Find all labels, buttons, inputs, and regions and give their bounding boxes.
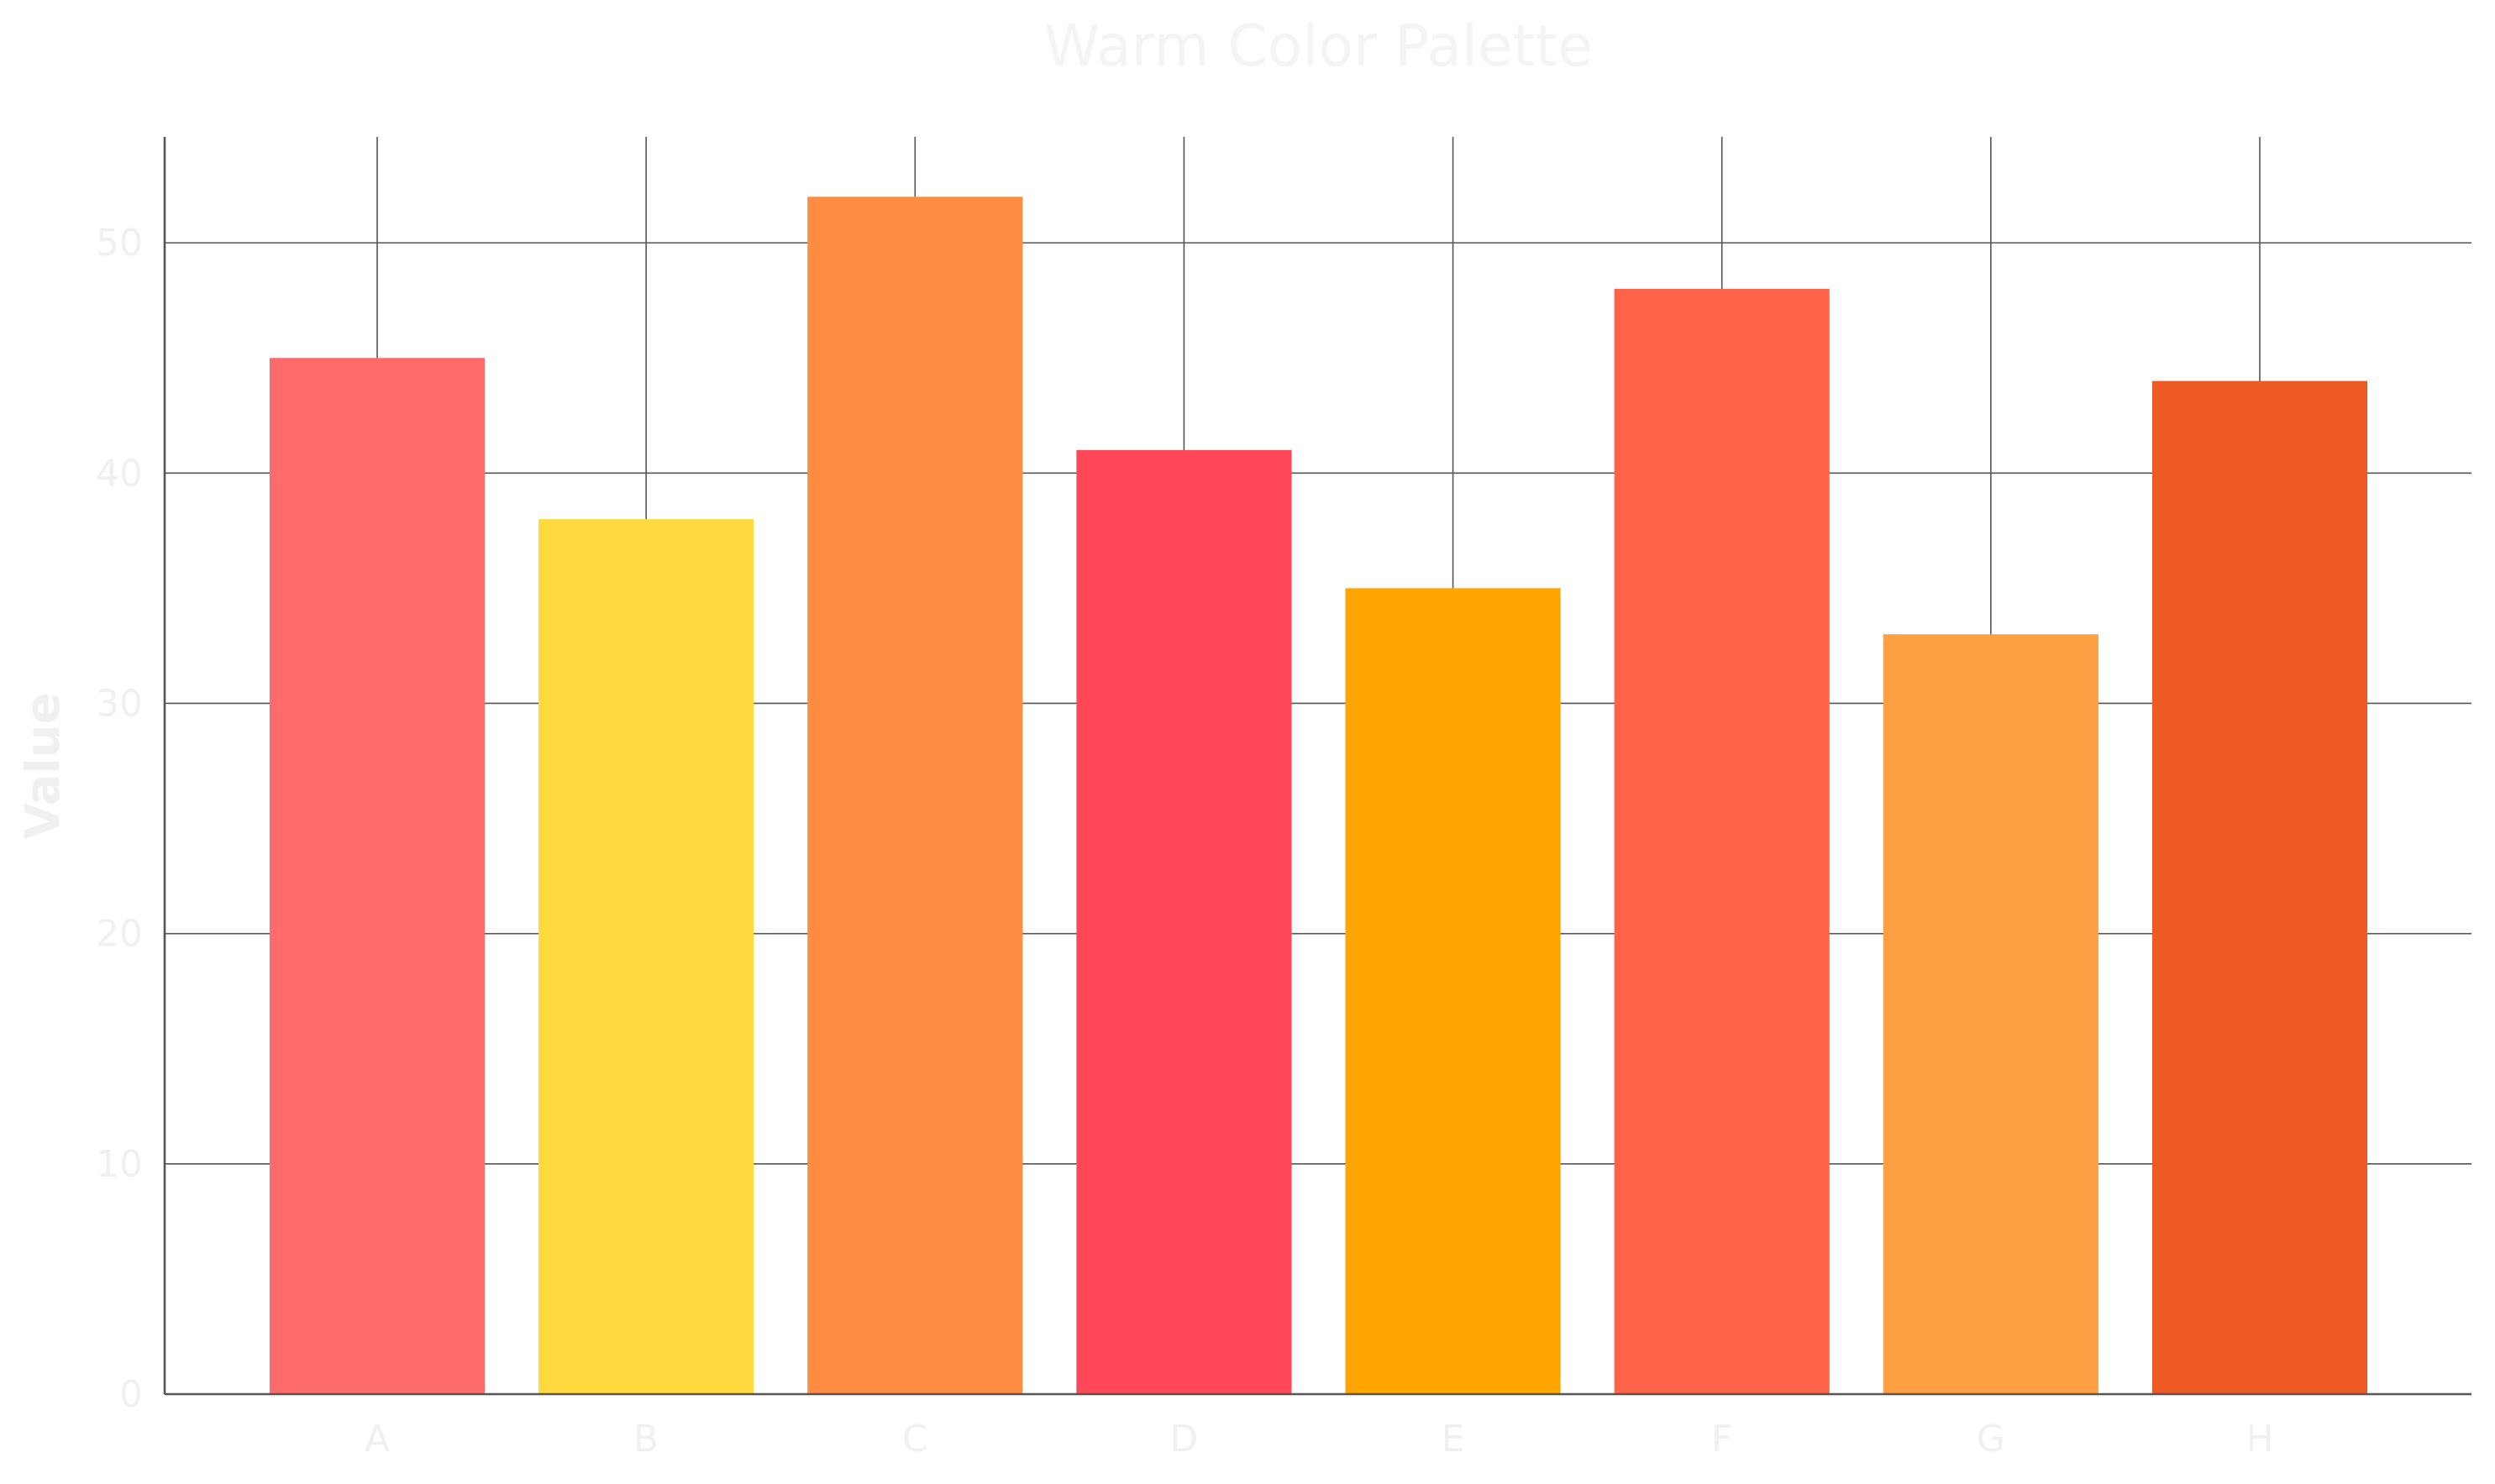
bar-d bbox=[1076, 449, 1292, 1394]
x-tick-label: A bbox=[365, 1418, 390, 1460]
y-tick-label: 40 bbox=[96, 452, 143, 495]
bar-a bbox=[269, 358, 486, 1395]
x-tick-label: F bbox=[1711, 1418, 1732, 1460]
bar-h bbox=[2151, 380, 2368, 1395]
x-tick-label: G bbox=[1977, 1418, 2005, 1460]
bar-b bbox=[538, 519, 754, 1395]
chart-title: Warm Color Palette bbox=[1043, 13, 1593, 80]
grid-lines bbox=[165, 137, 2471, 1394]
bar-f bbox=[1614, 288, 1830, 1394]
y-tick-label: 50 bbox=[96, 222, 143, 265]
x-tick-label: E bbox=[1442, 1418, 1465, 1460]
bars bbox=[269, 197, 2368, 1395]
y-tick-labels: 0 10 20 30 40 50 bbox=[96, 222, 143, 1416]
bar-c bbox=[807, 197, 1023, 1394]
x-tick-labels: A B C D E F G H bbox=[365, 1418, 2274, 1460]
bar-e bbox=[1345, 588, 1561, 1394]
y-axis-title: Value bbox=[16, 692, 71, 839]
axes bbox=[163, 137, 2471, 1396]
x-tick-label: B bbox=[633, 1418, 659, 1460]
x-tick-label: C bbox=[902, 1418, 928, 1460]
x-tick-label: H bbox=[2246, 1418, 2273, 1460]
y-tick-label: 10 bbox=[96, 1143, 143, 1186]
bar-g bbox=[1883, 634, 2098, 1394]
x-tick-label: D bbox=[1169, 1418, 1198, 1460]
y-tick-label: 20 bbox=[96, 913, 143, 956]
y-tick-label: 0 bbox=[119, 1373, 143, 1416]
y-tick-label: 30 bbox=[96, 682, 143, 725]
